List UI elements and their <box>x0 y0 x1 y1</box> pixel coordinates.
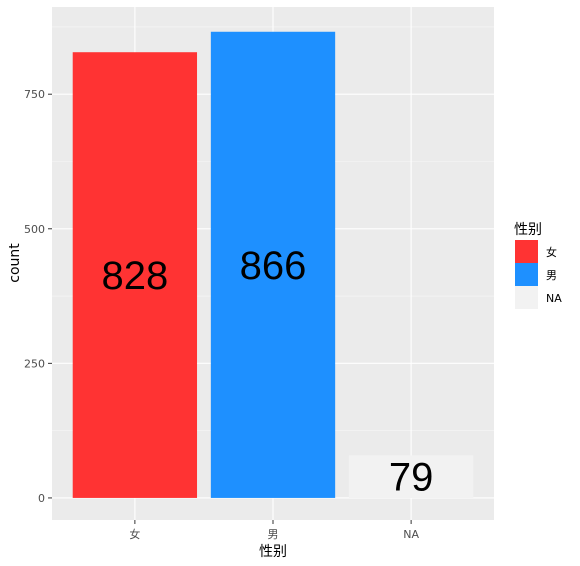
legend-key <box>515 286 538 309</box>
y-axis: 0 250 500 750 <box>24 88 52 505</box>
y-tick-label: 250 <box>24 357 45 370</box>
x-tick-label: 女 <box>129 527 140 541</box>
bar-value-labels: 828 866 79 <box>102 244 434 500</box>
bar-女 <box>72 52 198 498</box>
legend-label: 男 <box>546 269 557 282</box>
bar-value-label: 866 <box>240 244 307 288</box>
y-tick-label: 0 <box>38 492 45 505</box>
legend-label: 女 <box>546 245 557 259</box>
legend-title: 性别 <box>514 222 542 238</box>
y-axis-title: count <box>7 243 23 283</box>
legend-key <box>515 240 538 263</box>
y-tick-label: 750 <box>24 88 45 101</box>
bar-value-label: 828 <box>102 254 169 298</box>
legend-label: NA <box>546 292 562 305</box>
x-axis: 女 男 NA <box>129 520 419 541</box>
bar-value-label: 79 <box>389 456 434 500</box>
bar-男 <box>210 31 336 498</box>
bar-NA <box>348 455 474 498</box>
x-axis-title: 性别 <box>259 544 287 560</box>
bars <box>72 31 474 498</box>
legend-key <box>515 263 538 286</box>
x-tick-label: NA <box>403 528 419 541</box>
y-tick-label: 500 <box>24 223 45 236</box>
legend: 性别 女男 NA <box>514 222 562 309</box>
x-tick-label: 男 <box>268 528 279 541</box>
